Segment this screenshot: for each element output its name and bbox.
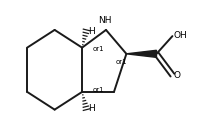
Text: or1: or1 [115, 59, 127, 65]
Polygon shape [126, 50, 156, 57]
Text: H: H [88, 104, 95, 113]
Text: or1: or1 [92, 87, 104, 93]
Text: NH: NH [98, 16, 112, 25]
Text: H: H [88, 27, 95, 36]
Text: OH: OH [174, 31, 188, 40]
Text: O: O [174, 72, 181, 81]
Text: or1: or1 [92, 46, 104, 52]
